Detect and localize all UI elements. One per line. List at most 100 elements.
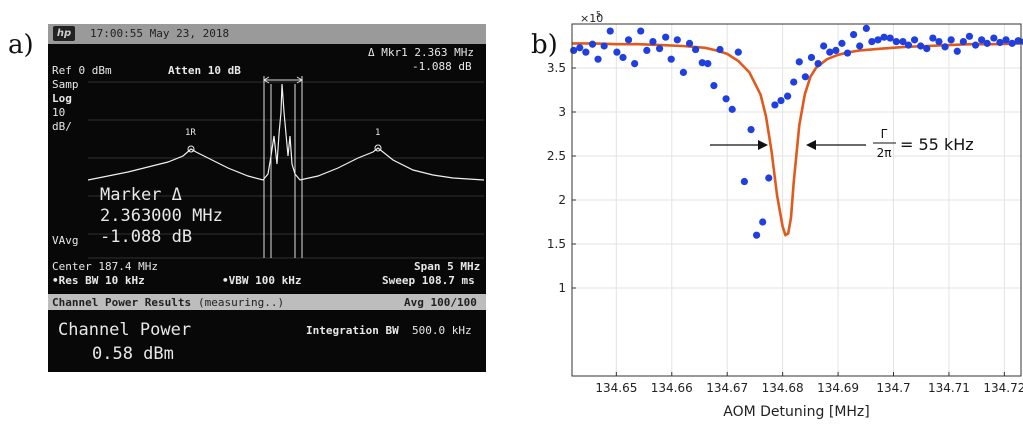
marker-1r-diamond (187, 145, 195, 153)
data-point (899, 38, 907, 46)
data-point (1002, 36, 1010, 44)
y-tick-label: 1 (558, 281, 566, 295)
resolution-bandwidth: •Res BW 10 kHz (52, 274, 145, 287)
x-tick-label: 134.68 (762, 381, 804, 395)
data-point (613, 48, 621, 56)
data-point (740, 177, 748, 186)
video-bandwidth: •VBW 100 kHz (222, 274, 302, 287)
x-axis-label: AOM Detuning [MHz] (723, 404, 870, 420)
data-point (795, 58, 803, 66)
data-point (941, 43, 949, 51)
scale-number: 10 (52, 106, 66, 119)
data-point (752, 231, 761, 239)
results-status: (measuring..) (198, 296, 285, 309)
x-tick-label: 134.69 (817, 381, 859, 395)
channel-power-results-bar (48, 294, 486, 310)
data-point (673, 36, 681, 44)
data-point (631, 60, 639, 68)
sweep-time: Sweep 108.7 ms (382, 274, 475, 287)
data-point (856, 42, 864, 50)
spectrum-trace (87, 83, 485, 181)
data-point (710, 82, 718, 90)
data-point (594, 55, 602, 63)
data-point (790, 78, 798, 86)
y-tick-label: 3 (558, 105, 566, 119)
span: Span 5 MHz (414, 260, 481, 273)
data-point (826, 48, 834, 56)
data-point (832, 46, 840, 55)
data-point (685, 39, 694, 47)
data-point (643, 46, 651, 55)
center-frequency: Center 187.4 MHz (52, 260, 158, 273)
averaging-count: Avg 100/100 (404, 296, 477, 309)
data-point (990, 34, 998, 42)
data-point (771, 101, 779, 109)
axes-frame (571, 23, 1022, 377)
marker-delta-value-top: -1.088 dB (412, 60, 472, 73)
integration-band-lines (263, 76, 303, 258)
detector-mode: Samp (52, 78, 79, 91)
data-point (801, 73, 809, 81)
data-point (784, 92, 792, 100)
data-point (880, 33, 888, 41)
results-title: Channel Power Results (52, 296, 192, 309)
attenuation: Atten 10 dB (168, 64, 241, 77)
integration-bw-value: 500.0 kHz (412, 324, 472, 337)
data-point (1008, 39, 1016, 47)
data-point (868, 38, 876, 46)
data-point (606, 27, 614, 35)
data-point (637, 27, 645, 35)
x-tick-label: 134.72 (983, 381, 1023, 395)
data-point (600, 42, 608, 50)
data-point (929, 34, 937, 42)
data-point (667, 55, 675, 63)
data-point (953, 47, 961, 55)
x-tick-label: 134.71 (928, 381, 970, 395)
y-tick-label: 3.5 (547, 61, 566, 75)
data-point (874, 36, 882, 44)
data-point (947, 36, 955, 44)
data-point (959, 38, 967, 46)
marker-box-frequency: 2.363000 MHz (100, 206, 223, 226)
data-point (814, 60, 822, 68)
marker-1r-label: 1R (185, 128, 196, 138)
x-tick-label: 134.7 (876, 381, 910, 395)
x-tick-label: 134.65 (595, 381, 637, 395)
analyzer-title-bar (48, 24, 486, 44)
data-point (716, 45, 724, 54)
data-point (971, 41, 980, 49)
marker-1-label: 1 (375, 128, 381, 138)
spectrum-analyzer-photo: hp 17:00:55 May 23, 2018 Δ Mkr1 2.363 MH… (48, 24, 486, 372)
x-tick-label: 134.66 (651, 381, 693, 395)
data-point (820, 42, 828, 50)
y-tick-label: 2 (558, 193, 566, 207)
data-point (624, 36, 633, 44)
data-point (965, 32, 974, 40)
data-point (892, 38, 900, 46)
data-point (1014, 37, 1022, 45)
data-point (655, 45, 664, 53)
data-point (807, 53, 816, 62)
integration-bw-label: Integration BW (306, 324, 399, 337)
data-point (692, 45, 700, 54)
analyzer-timestamp: 17:00:55 May 23, 2018 (90, 27, 230, 40)
data-point (582, 48, 590, 56)
data-point (619, 53, 627, 62)
channel-power-value: 0.58 dBm (92, 344, 174, 364)
data-point (843, 49, 852, 57)
panel-label-a: a) (8, 30, 34, 60)
annotation-two-pi: 2π (877, 146, 892, 160)
data-point (747, 126, 755, 134)
marker-box-title: Marker Δ (100, 185, 182, 205)
data-point (734, 48, 742, 56)
data-point (649, 38, 657, 46)
video-average: VAvg (52, 234, 79, 247)
marker-1-diamond (374, 144, 382, 152)
data-point (996, 38, 1004, 47)
data-point (983, 39, 991, 47)
y-tick-label: 1.5 (547, 237, 566, 251)
data-point (777, 96, 785, 105)
data-point (704, 60, 712, 68)
marker-delta-header: Δ Mkr1 2.363 MHz (368, 46, 474, 59)
reference-level: Ref 0 dBm (52, 64, 112, 77)
